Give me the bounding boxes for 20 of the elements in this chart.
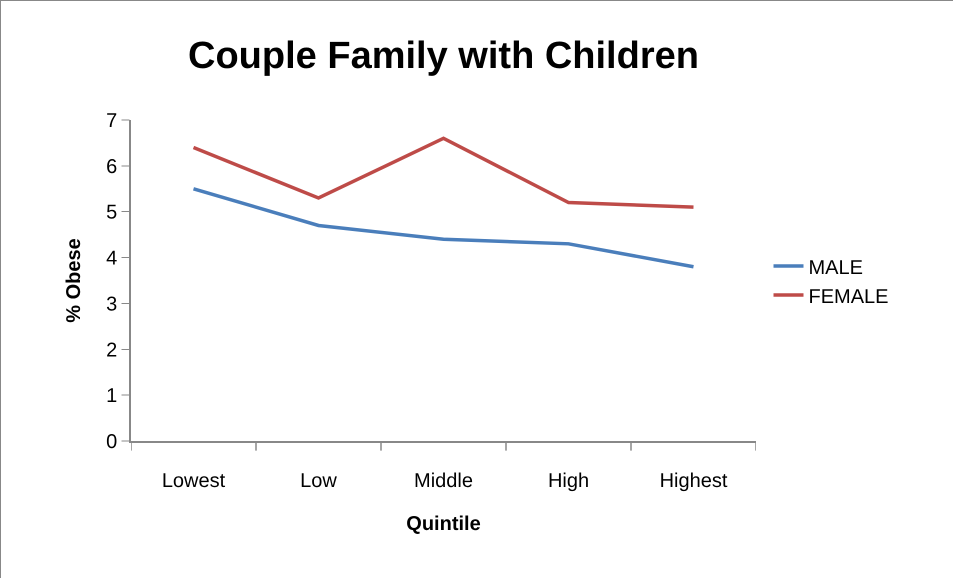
x-tick-label: High (548, 470, 590, 492)
x-tick-label: Highest (660, 470, 728, 492)
x-tick-label: Low (300, 470, 338, 492)
line-series (192, 187, 696, 268)
y-tick-label: 5 (106, 202, 118, 224)
x-axis-title: Quintile (406, 512, 481, 535)
line-series (192, 136, 696, 209)
chart-title: Couple Family with Children (188, 35, 699, 78)
y-tick-label: 3 (106, 293, 118, 316)
x-tick-label: Lowest (162, 470, 226, 492)
y-tick-label: 0 (106, 431, 118, 453)
y-tick-label: 6 (106, 156, 118, 178)
x-tick-label: Middle (414, 470, 473, 492)
legend-label: FEMALE (808, 286, 889, 308)
y-tick-label: 1 (106, 385, 118, 408)
y-tick-label: 7 (106, 110, 118, 132)
y-tick-label: 4 (106, 248, 118, 270)
y-tick-label: 2 (106, 339, 118, 362)
legend-label: MALE (808, 256, 863, 279)
y-axis-title: % Obese (63, 238, 86, 323)
